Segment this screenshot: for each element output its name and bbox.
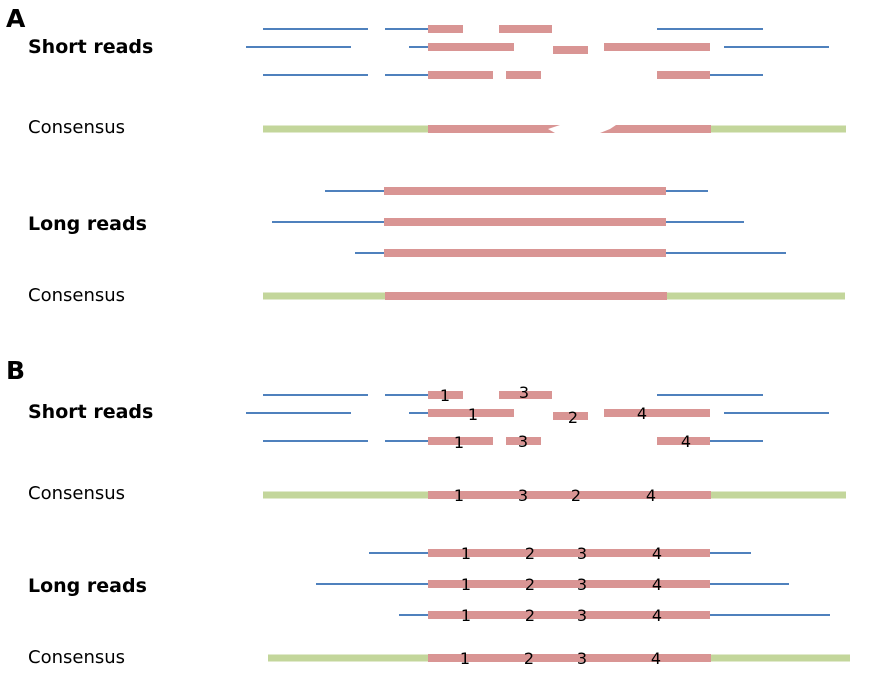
a-read-3-repeat: [499, 25, 552, 33]
b-consensus-1-label-4: 4: [646, 486, 656, 505]
panel-b-consensus-label-2: Consensus: [28, 647, 126, 668]
b-long-read-1-label-4: 4: [652, 544, 662, 563]
b-long-read-3-repeat: [428, 611, 710, 619]
b-consensus-1-label-1: 1: [454, 486, 464, 505]
b-read-8-label: 4: [637, 404, 647, 423]
b-long-read-2-label-3: 3: [577, 575, 587, 594]
a-read-12-repeat: [506, 71, 541, 79]
b-read-7-label: 2: [568, 408, 578, 427]
b-read-11-repeat: [428, 437, 493, 445]
panel-b-label: B: [6, 356, 26, 385]
b-read-11-label: 1: [454, 433, 464, 452]
panel-a-long-reads-label: Long reads: [28, 213, 147, 235]
b-read-8-repeat: [604, 409, 710, 417]
panel-b-short-reads-label: Short reads: [28, 401, 154, 423]
b-consensus-2-label-3: 3: [577, 649, 587, 668]
b-consensus-1-repeat: [428, 491, 711, 499]
b-read-6-repeat: [428, 409, 514, 417]
b-long-read-3-label-2: 2: [525, 606, 535, 625]
b-long-read-2-label-2: 2: [525, 575, 535, 594]
b-consensus-2-flank-left: [268, 654, 428, 662]
a-consensus-1-repeat-left: [428, 125, 560, 133]
a-consensus-1-flank-left: [263, 125, 428, 133]
a-consensus-2-repeat: [385, 292, 667, 300]
b-read-13-label: 4: [681, 432, 691, 451]
panel-a-short-reads-label: Short reads: [28, 36, 154, 58]
b-read-13-repeat: [657, 437, 710, 445]
b-read-12-label: 3: [518, 432, 528, 451]
b-long-read-1-label-2: 2: [525, 544, 535, 563]
a-read-2-repeat: [428, 25, 463, 33]
a-long-read-3-repeat: [384, 249, 666, 257]
b-read-3-repeat: [499, 391, 552, 399]
a-read-13-repeat: [657, 71, 710, 79]
a-consensus-2-flank-right: [667, 292, 845, 300]
b-long-read-1-repeat: [428, 549, 710, 557]
b-read-2-label: 1: [440, 386, 450, 405]
b-long-read-1-label-3: 3: [577, 544, 587, 563]
a-consensus-1-flank-right: [711, 125, 846, 133]
panel-b-consensus-label-1: Consensus: [28, 483, 126, 504]
panel-a-label: A: [6, 4, 26, 33]
b-read-6-label: 1: [468, 405, 478, 424]
b-read-2-repeat: [428, 391, 463, 399]
panel-a-consensus-label-1: Consensus: [28, 117, 126, 138]
b-long-read-1-label-1: 1: [461, 544, 471, 563]
a-consensus-2-flank-left: [263, 292, 385, 300]
a-read-8-repeat: [604, 43, 710, 51]
b-consensus-2-label-1: 1: [460, 649, 470, 668]
a-read-11-repeat: [428, 71, 493, 79]
b-consensus-2-repeat: [428, 654, 711, 662]
b-consensus-1-flank-right: [711, 491, 846, 499]
b-read-7-repeat: [553, 412, 588, 420]
panel-a-consensus-label-2: Consensus: [28, 285, 126, 306]
a-read-6-repeat: [428, 43, 514, 51]
a-long-read-2-repeat: [384, 218, 666, 226]
b-consensus-1-flank-left: [263, 491, 428, 499]
a-long-read-1-repeat: [384, 187, 666, 195]
b-long-read-3-label-1: 1: [461, 606, 471, 625]
b-read-3-label: 3: [519, 383, 529, 402]
a-consensus-1-repeat-right: [600, 125, 711, 133]
b-consensus-1-label-3: 3: [518, 486, 528, 505]
b-long-read-2-label-4: 4: [652, 575, 662, 594]
b-long-read-2-label-1: 1: [461, 575, 471, 594]
b-long-read-3-label-3: 3: [577, 606, 587, 625]
b-consensus-2-label-2: 2: [524, 649, 534, 668]
b-consensus-2-flank-right: [711, 654, 850, 662]
b-consensus-1-label-2: 2: [571, 486, 581, 505]
b-long-read-2-repeat: [428, 580, 710, 588]
panel-b-long-reads-label: Long reads: [28, 575, 147, 597]
a-read-7-repeat: [553, 46, 588, 54]
b-read-12-repeat: [506, 437, 541, 445]
b-consensus-2-label-4: 4: [651, 649, 661, 668]
b-long-read-3-label-4: 4: [652, 606, 662, 625]
